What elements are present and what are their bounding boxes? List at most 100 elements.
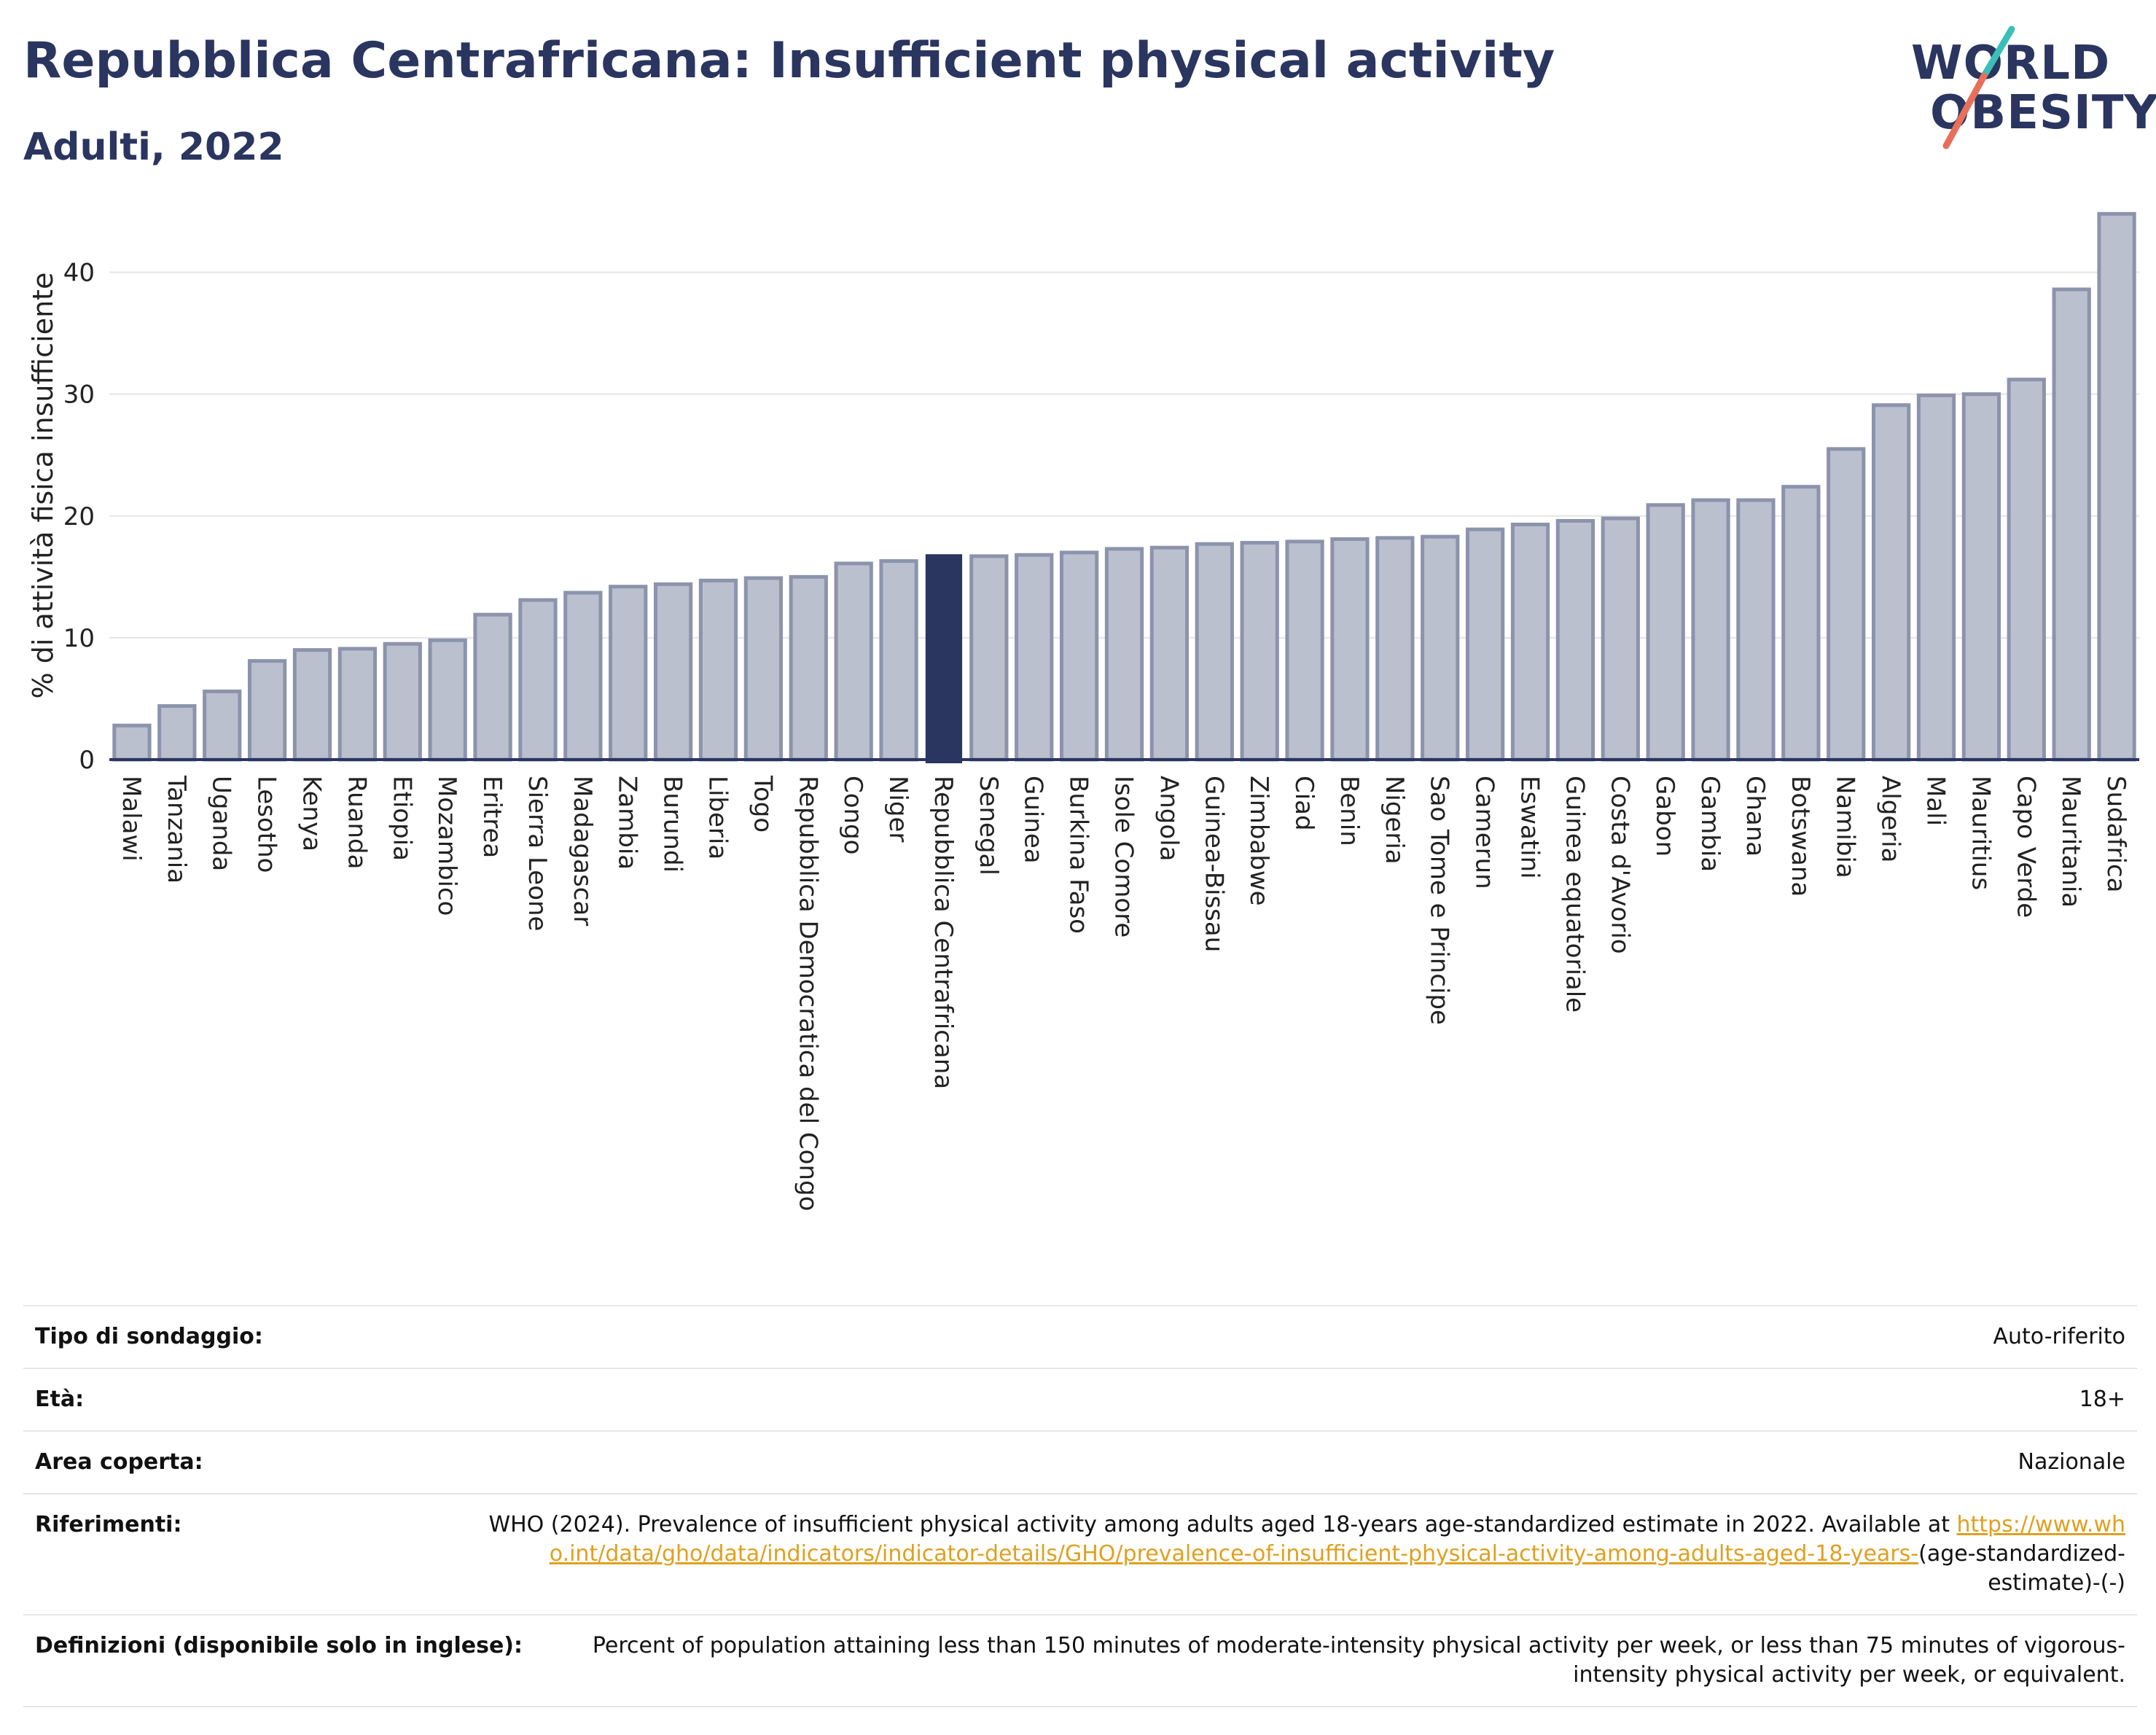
page-subtitle: Adulti, 2022: [23, 125, 284, 169]
info-label: Tipo di sondaggio:: [35, 1324, 263, 1349]
bar: [2052, 287, 2091, 762]
x-tick-label: Costa d'Avorio: [1605, 776, 1634, 954]
x-tick-label: Kenya: [297, 776, 327, 851]
bar: [112, 723, 152, 762]
x-tick-label: Etiopia: [387, 776, 416, 861]
bar: [1240, 541, 1279, 762]
x-tick-label: Lesotho: [252, 776, 281, 873]
x-tick-label: Sierra Leone: [523, 776, 552, 931]
bar: [1375, 536, 1415, 762]
x-tick-label: Liberia: [703, 776, 733, 859]
bar: [1781, 485, 1821, 762]
bar: [383, 642, 422, 762]
x-tick-label: Mozambico: [432, 776, 461, 916]
x-tick-label: Mauritania: [2056, 776, 2085, 908]
bar: [1465, 527, 1505, 762]
x-tick-label: Nigeria: [1380, 776, 1409, 865]
x-tick-label: Zimbabwe: [1244, 776, 1273, 906]
bar: [1149, 545, 1190, 762]
bar: [1510, 522, 1550, 762]
x-tick-label: Repubblica Centrafricana: [929, 776, 958, 1089]
x-tick-label: Mauritius: [1966, 776, 1995, 890]
x-tick-label: Sao Tome e Principe: [1425, 776, 1454, 1025]
x-tick-label: Benin: [1335, 776, 1364, 846]
x-tick-label: Namibia: [1831, 776, 1860, 878]
bar: [834, 561, 873, 762]
info-value: Percent of population attaining less tha…: [592, 1633, 2125, 1688]
logo-line-1: WORLD: [1911, 36, 2111, 90]
x-tick-label: Senegal: [974, 776, 1003, 876]
bar: [203, 689, 242, 762]
bar: [1195, 542, 1234, 762]
x-tick-label: Isole Comore: [1109, 776, 1138, 937]
bar: [1015, 553, 1054, 762]
y-tick-label: 0: [79, 746, 95, 775]
x-tick-label: Gabon: [1650, 776, 1679, 857]
x-tick-label: Ciad: [1289, 776, 1319, 831]
x-tick-label: Guinea: [1019, 776, 1048, 864]
x-tick-label: Guinea-Bissau: [1199, 776, 1228, 952]
y-tick-label: 30: [63, 381, 95, 410]
y-tick-label: 40: [63, 259, 95, 288]
bar: [743, 576, 784, 762]
page-title: Repubblica Centrafricana: Insufficient p…: [23, 32, 1555, 90]
reference-text-after: (age-standardized-estimate)-(-): [1918, 1541, 2125, 1596]
bar: [247, 659, 287, 762]
x-tick-label: Gambia: [1695, 776, 1725, 872]
bar: [2007, 378, 2046, 762]
bar: [1646, 503, 1685, 762]
x-tick-label: Tanzania: [162, 775, 191, 884]
bar: [292, 648, 332, 762]
reference-link[interactable]: https://www.who.int/data/gho/data/indica…: [549, 1512, 2125, 1567]
x-tick-label: Zambia: [613, 776, 642, 870]
x-tick-label: Guinea equatoriale: [1560, 776, 1589, 1013]
bar: [698, 578, 738, 762]
info-value: 18+: [2079, 1387, 2125, 1412]
x-tick-label: Niger: [883, 776, 913, 842]
bar: [1104, 547, 1144, 762]
bar-chart: 0 10 20 30 40% di attività fisica insufficie…: [27, 211, 2139, 1211]
x-tick-label: Malawi: [117, 776, 146, 862]
bar: [1871, 403, 1911, 762]
bar: [1330, 537, 1370, 762]
bar: [2097, 211, 2136, 762]
bar: [1827, 447, 1866, 762]
x-tick-label: Botswana: [1786, 776, 1815, 897]
info-label: Area coperta:: [35, 1449, 203, 1475]
x-tick-label: Repubblica Democratica del Congo: [793, 776, 822, 1211]
info-value: Auto-riferito: [1993, 1324, 2125, 1349]
bar: [157, 703, 197, 762]
bar: [1736, 498, 1776, 762]
y-tick-label: 10: [63, 624, 95, 653]
x-tick-label: Burkina Faso: [1064, 776, 1093, 934]
logo-line-2: OBESITY: [1930, 86, 2156, 140]
info-table: Tipo di sondaggio: Auto-riferito Età: 18…: [23, 1305, 2137, 1707]
x-tick-label: Congo: [838, 776, 867, 854]
y-tick-label: 20: [63, 502, 95, 531]
bar: [428, 638, 467, 762]
bar: [969, 554, 1009, 762]
x-tick-label: Togo: [748, 775, 777, 833]
info-value: Nazionale: [2018, 1449, 2125, 1475]
bar: [1961, 392, 2001, 762]
info-row-survey: Tipo di sondaggio: Auto-riferito: [23, 1305, 2137, 1368]
info-label: Riferimenti:: [35, 1512, 182, 1537]
bar: [563, 590, 603, 762]
info-label: Definizioni (disponibile solo in inglese…: [35, 1633, 523, 1658]
bar: [789, 574, 828, 762]
x-tick-label: Ruanda: [342, 776, 371, 869]
x-tick-label: Mali: [1921, 776, 1950, 826]
x-tick-label: Capo Verde: [2011, 776, 2040, 918]
bar: [1421, 534, 1460, 762]
logo-slash-icon: [1942, 26, 2015, 149]
x-tick-label: Algeria: [1876, 776, 1905, 862]
info-row-area: Area coperta: Nazionale: [23, 1430, 2137, 1493]
x-tick-label: Eswatini: [1515, 776, 1544, 879]
x-tick-label: Sudafrica: [2101, 776, 2130, 892]
bar: [518, 598, 558, 762]
info-value: WHO (2024). Prevalence of insufficient p…: [485, 1510, 2125, 1598]
bar: [1691, 498, 1730, 762]
bar: [653, 582, 693, 762]
bar: [1601, 516, 1640, 762]
bar: [879, 559, 918, 762]
